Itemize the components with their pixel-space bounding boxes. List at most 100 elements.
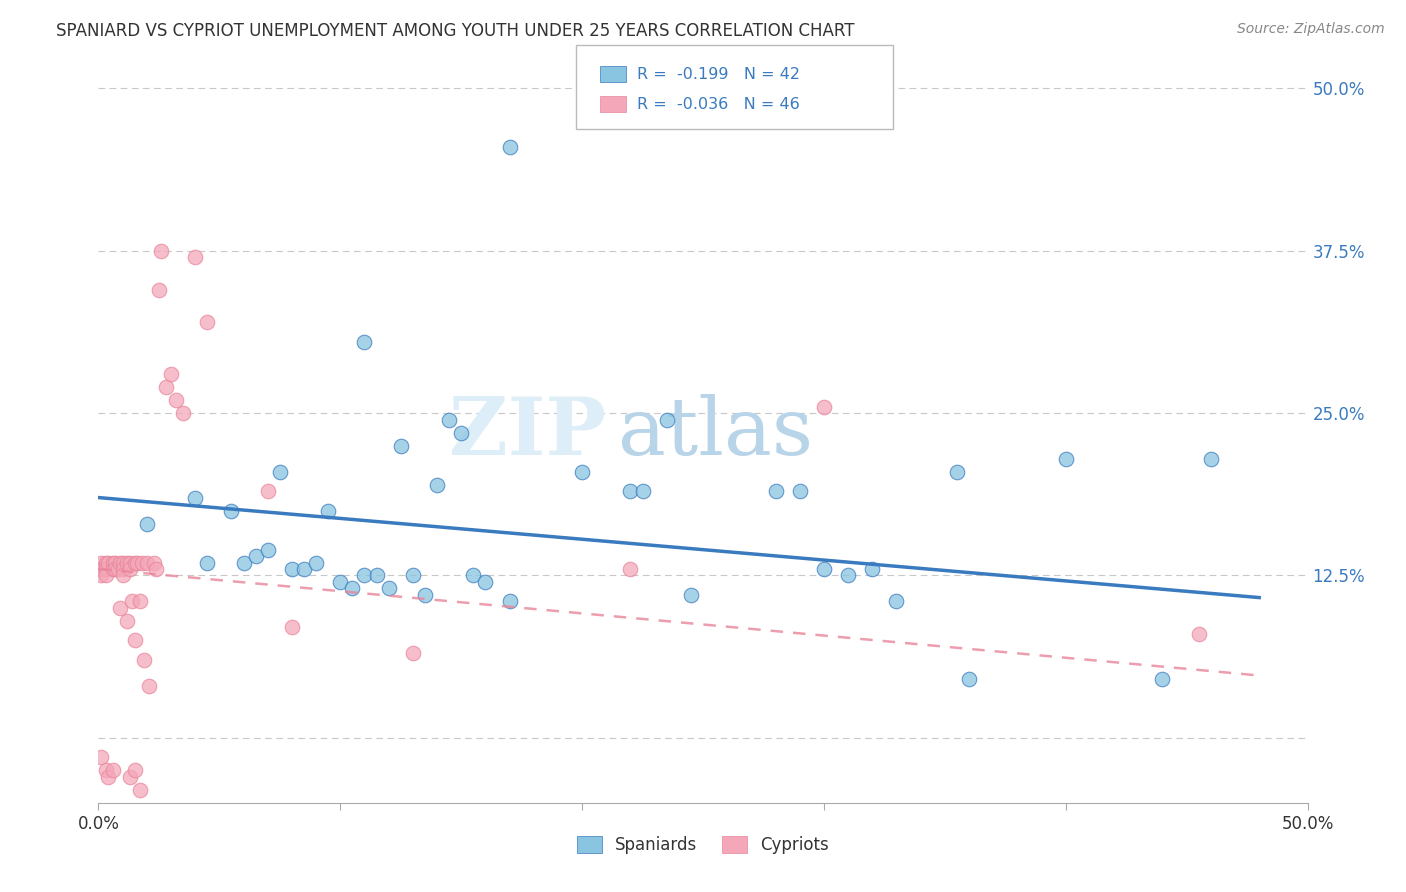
Point	[498, 594, 520, 608]
Point	[256, 484, 278, 499]
Point	[121, 594, 143, 608]
Point	[104, 556, 127, 570]
Point	[124, 764, 146, 778]
Point	[789, 484, 811, 499]
Point	[813, 562, 835, 576]
Point	[463, 568, 485, 582]
Point	[135, 516, 157, 531]
Point	[474, 574, 496, 589]
Point	[94, 562, 117, 576]
Point	[221, 503, 243, 517]
Point	[135, 556, 157, 570]
Point	[281, 562, 304, 576]
Point	[118, 562, 141, 576]
Point	[90, 556, 112, 570]
Point	[886, 594, 908, 608]
Text: Source: ZipAtlas.com: Source: ZipAtlas.com	[1237, 22, 1385, 37]
Point	[143, 556, 166, 570]
Point	[101, 562, 124, 576]
Point	[353, 334, 375, 349]
Point	[957, 673, 980, 687]
Legend: Spaniards, Cypriots: Spaniards, Cypriots	[569, 830, 837, 861]
Point	[172, 406, 194, 420]
Point	[90, 750, 112, 764]
Point	[108, 556, 131, 570]
Point	[117, 556, 139, 570]
Point	[402, 568, 425, 582]
Point	[366, 568, 388, 582]
Point	[195, 315, 218, 329]
Point	[232, 556, 254, 570]
Point	[619, 484, 641, 499]
Point	[450, 425, 472, 440]
Point	[101, 764, 124, 778]
Point	[97, 770, 120, 784]
Point	[813, 400, 835, 414]
Point	[1152, 673, 1174, 687]
Point	[94, 556, 117, 570]
Point	[305, 556, 328, 570]
Point	[131, 556, 153, 570]
Point	[165, 393, 187, 408]
Point	[145, 562, 167, 576]
Point	[377, 582, 399, 596]
Point	[281, 620, 304, 634]
Point	[90, 568, 112, 582]
Point	[148, 283, 170, 297]
Point	[655, 412, 678, 426]
Point	[316, 503, 339, 517]
Point	[138, 679, 160, 693]
Point	[571, 465, 593, 479]
Point	[256, 542, 278, 557]
Point	[127, 556, 149, 570]
Point	[124, 556, 146, 570]
Point	[437, 412, 460, 426]
Point	[101, 556, 124, 570]
Point	[118, 770, 141, 784]
Point	[946, 465, 969, 479]
Point	[111, 556, 134, 570]
Point	[245, 549, 267, 563]
Point	[329, 574, 352, 589]
Point	[184, 491, 207, 505]
Text: R =  -0.199   N = 42: R = -0.199 N = 42	[637, 67, 800, 81]
Point	[269, 465, 291, 479]
Point	[117, 614, 139, 628]
Text: R =  -0.036   N = 46: R = -0.036 N = 46	[637, 97, 800, 112]
Point	[160, 367, 183, 381]
Point	[134, 653, 156, 667]
Point	[498, 140, 520, 154]
Point	[128, 782, 150, 797]
Point	[111, 562, 134, 576]
Point	[97, 556, 120, 570]
Point	[292, 562, 315, 576]
Point	[860, 562, 883, 576]
Point	[124, 633, 146, 648]
Point	[184, 250, 207, 264]
Point	[111, 568, 134, 582]
Point	[107, 562, 129, 576]
Text: SPANIARD VS CYPRIOT UNEMPLOYMENT AMONG YOUTH UNDER 25 YEARS CORRELATION CHART: SPANIARD VS CYPRIOT UNEMPLOYMENT AMONG Y…	[56, 22, 855, 40]
Point	[90, 562, 112, 576]
Point	[150, 244, 173, 258]
Point	[342, 582, 364, 596]
Point	[128, 594, 150, 608]
Point	[104, 562, 127, 576]
Point	[353, 568, 375, 582]
Text: ZIP: ZIP	[450, 393, 606, 472]
Point	[94, 764, 117, 778]
Point	[413, 588, 436, 602]
Point	[1199, 451, 1222, 466]
Point	[426, 477, 449, 491]
Point	[631, 484, 654, 499]
Point	[765, 484, 787, 499]
Point	[402, 647, 425, 661]
Point	[195, 556, 218, 570]
Point	[155, 380, 177, 394]
Point	[1188, 627, 1211, 641]
Point	[619, 562, 641, 576]
Point	[679, 588, 702, 602]
Point	[94, 568, 117, 582]
Point	[837, 568, 859, 582]
Point	[108, 601, 131, 615]
